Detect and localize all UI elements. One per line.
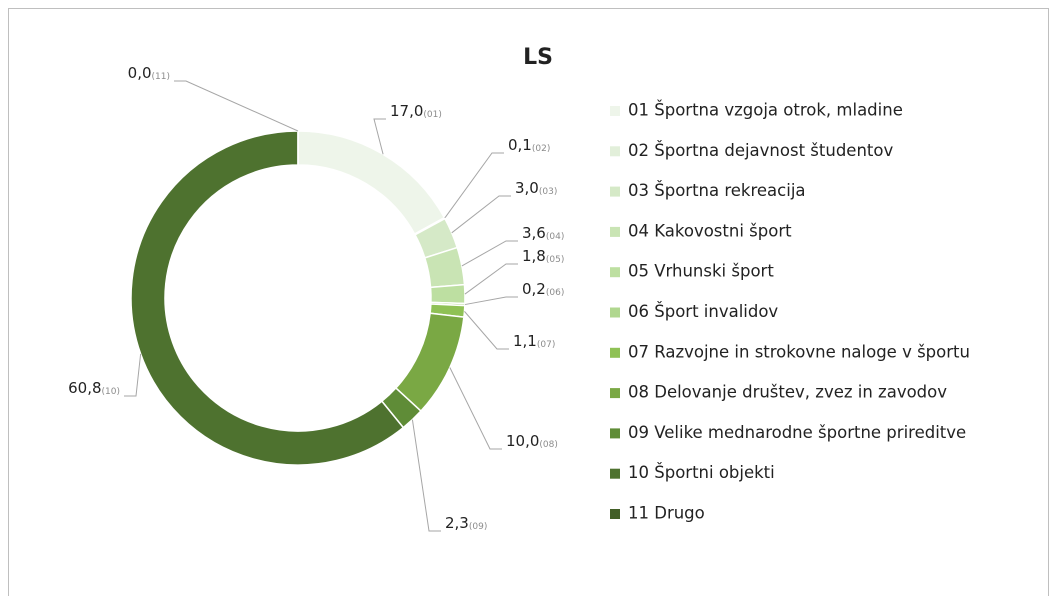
data-label: 0,1(02) bbox=[508, 136, 550, 154]
data-label-code: (03) bbox=[539, 187, 557, 197]
leader-line bbox=[411, 419, 441, 532]
legend-label: 07 Razvojne in strokovne naloge v športu bbox=[628, 342, 970, 361]
data-label-code: (04) bbox=[546, 232, 564, 242]
data-label-value: 2,3 bbox=[445, 514, 469, 532]
data-label: 0,0(11) bbox=[128, 64, 170, 82]
data-label-code: (09) bbox=[469, 522, 487, 532]
legend-swatch bbox=[610, 307, 620, 318]
data-label-value: 3,0 bbox=[515, 179, 539, 197]
data-label-code: (02) bbox=[532, 144, 550, 154]
legend-swatch bbox=[610, 106, 620, 116]
data-label-code: (05) bbox=[546, 255, 564, 265]
data-label: 3,6(04) bbox=[522, 224, 564, 242]
leader-line bbox=[444, 152, 504, 219]
data-label-code: (01) bbox=[423, 110, 441, 120]
data-label: 60,8(10) bbox=[68, 379, 120, 397]
data-label: 10,0(08) bbox=[506, 432, 558, 450]
legend-label: 10 Športni objekti bbox=[628, 463, 775, 482]
legend-label: 06 Šport invalidov bbox=[628, 302, 778, 321]
data-label-code: (07) bbox=[537, 340, 555, 350]
leader-line bbox=[464, 311, 509, 350]
data-label: 1,1(07) bbox=[513, 332, 555, 350]
donut-slice bbox=[429, 283, 466, 305]
data-label: 0,2(06) bbox=[522, 280, 564, 298]
leader-line bbox=[464, 263, 518, 295]
data-label-value: 0,2 bbox=[522, 280, 546, 298]
legend-label: 08 Delovanje društev, zvez in zavodov bbox=[628, 383, 947, 402]
legend-swatch bbox=[610, 388, 620, 399]
legend-swatch bbox=[610, 267, 620, 278]
data-label-code: (11) bbox=[152, 72, 170, 82]
legend-swatch bbox=[610, 468, 620, 479]
data-label-value: 0,0 bbox=[128, 64, 152, 82]
data-label: 3,0(03) bbox=[515, 179, 557, 197]
data-label-value: 0,1 bbox=[508, 136, 532, 154]
leader-line bbox=[373, 118, 386, 155]
data-label-value: 1,8 bbox=[522, 247, 546, 265]
data-label-value: 1,1 bbox=[513, 332, 537, 350]
leader-line bbox=[449, 367, 502, 450]
legend-swatch bbox=[610, 146, 620, 157]
legend-swatch bbox=[610, 186, 620, 197]
data-label: 1,8(05) bbox=[522, 247, 564, 265]
legend-label: 01 Športna vzgoja otrok, mladine bbox=[628, 101, 903, 120]
data-label-value: 60,8 bbox=[68, 379, 101, 397]
data-label-code: (06) bbox=[546, 288, 564, 298]
leader-line bbox=[124, 353, 142, 397]
legend-swatch bbox=[610, 226, 620, 237]
data-label-value: 10,0 bbox=[506, 432, 539, 450]
data-label-code: (08) bbox=[539, 440, 557, 450]
legend-label: 03 Športna rekreacija bbox=[628, 181, 806, 200]
legend-label: 09 Velike mednarodne športne prireditve bbox=[628, 423, 966, 442]
legend-swatch bbox=[610, 347, 620, 358]
data-label-code: (10) bbox=[102, 387, 120, 397]
chart-title: LS bbox=[523, 45, 553, 70]
legend-label: 05 Vrhunski šport bbox=[628, 262, 774, 281]
legend-swatch bbox=[610, 509, 620, 519]
legend-swatch bbox=[610, 428, 620, 439]
leader-line bbox=[464, 296, 518, 306]
leader-line bbox=[461, 240, 518, 267]
legend-label: 02 Športna dejavnost študentov bbox=[628, 141, 893, 160]
leader-line bbox=[174, 80, 299, 132]
legend-label: 04 Kakovostni šport bbox=[628, 221, 792, 240]
data-label-value: 17,0 bbox=[390, 102, 423, 120]
data-label-value: 3,6 bbox=[522, 224, 546, 242]
leader-line bbox=[451, 195, 511, 234]
chart-frame bbox=[8, 8, 1049, 596]
data-label: 2,3(09) bbox=[445, 514, 487, 532]
data-label: 17,0(01) bbox=[390, 102, 442, 120]
donut-slice bbox=[130, 130, 405, 466]
legend-label: 11 Drugo bbox=[628, 504, 705, 523]
